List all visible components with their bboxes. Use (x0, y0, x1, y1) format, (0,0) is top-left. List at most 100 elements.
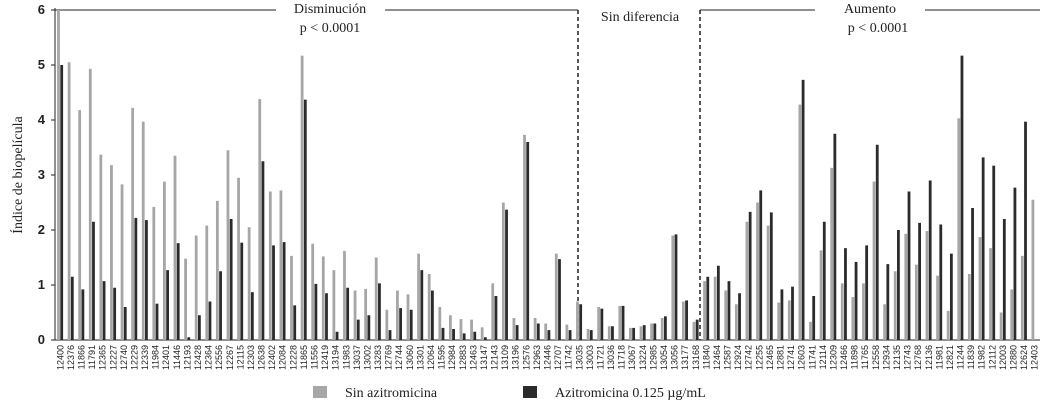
bar (110, 165, 113, 340)
bar (152, 206, 156, 340)
bar (748, 211, 752, 340)
bar (229, 219, 233, 340)
x-tick-label: 12402 (267, 345, 277, 370)
bar (713, 276, 717, 340)
x-tick-label: 13109 (500, 345, 510, 370)
bar (886, 264, 890, 340)
x-tick-label: 12740 (119, 345, 129, 370)
bar (642, 325, 646, 340)
bar (343, 250, 346, 340)
x-tick-label: 11898 (850, 345, 860, 369)
bar (695, 319, 699, 340)
bar (205, 225, 209, 340)
bar (618, 305, 622, 340)
x-tick-label: 12558 (871, 345, 881, 370)
bar (364, 288, 368, 340)
bar (854, 261, 858, 340)
x-tick-label: 13003 (585, 345, 595, 370)
bar (417, 253, 421, 340)
bar (907, 191, 911, 340)
bar (448, 315, 452, 340)
x-tick-label: 12881 (776, 345, 786, 370)
bar (639, 326, 643, 340)
x-tick-label: 13067 (627, 345, 637, 370)
bar (293, 305, 297, 340)
bar (787, 300, 791, 340)
bar (949, 253, 953, 340)
bar (473, 331, 477, 340)
x-tick-label: 13037 (352, 345, 362, 370)
bar (272, 245, 275, 340)
bar (724, 290, 728, 340)
x-tick-label: 12624 (1019, 345, 1029, 370)
bar (409, 309, 413, 340)
x-tick-label: 12303 (246, 345, 256, 370)
bar (830, 167, 834, 340)
x-tick-label: 13224 (638, 345, 648, 370)
x-tick-label: 12603 (797, 345, 807, 370)
bar (671, 235, 675, 340)
bar (523, 134, 526, 340)
x-tick-label: 12638 (257, 345, 267, 370)
bar (1010, 289, 1014, 340)
bar (399, 308, 403, 340)
x-tick-label: 12227 (108, 345, 118, 370)
bar (914, 264, 918, 340)
bar (989, 248, 992, 340)
x-tick-label: 12135 (892, 345, 902, 370)
x-tick-label: 12821 (945, 345, 955, 370)
x-tick-label: 11839 (966, 345, 976, 369)
bar (462, 333, 466, 340)
x-tick-label: 12428 (193, 345, 203, 370)
bar (491, 283, 495, 340)
x-tick-label: 12963 (532, 345, 542, 370)
bar (120, 184, 124, 340)
bar (822, 221, 826, 340)
bar (971, 208, 974, 340)
bar (727, 281, 731, 340)
bar (494, 296, 498, 340)
bar (290, 255, 293, 340)
x-tick-label: 12466 (839, 345, 849, 370)
x-tick-label: 12419 (320, 345, 330, 370)
legend-label: Azitromicina 0.125 µg/mL (555, 386, 706, 401)
bar (791, 286, 794, 340)
bar (67, 62, 71, 340)
bar (939, 224, 943, 340)
bar (325, 293, 328, 340)
x-tick-label: 12769 (384, 345, 394, 370)
x-tick-label: 13054 (659, 345, 669, 370)
legend-swatch (313, 386, 327, 398)
bar (946, 310, 950, 340)
x-tick-label: 12934 (881, 345, 891, 370)
bar (131, 107, 135, 341)
bar (812, 296, 816, 340)
bar (862, 283, 865, 340)
bar (918, 222, 921, 340)
bar (650, 323, 654, 340)
bar (967, 274, 971, 340)
bar (356, 319, 360, 340)
bar (113, 287, 117, 340)
bar (247, 227, 251, 340)
bar (88, 68, 92, 340)
x-tick-label: 11791 (87, 345, 97, 369)
x-tick-label: 11984 (151, 345, 161, 369)
annotation: Sin diferencia (601, 10, 680, 25)
x-tick-label: 12401 (161, 345, 171, 370)
x-tick-label: 12114 (818, 345, 828, 369)
bar (840, 283, 844, 340)
x-tick-label: 12115 (235, 345, 245, 369)
bar (897, 230, 900, 340)
bar (452, 329, 455, 340)
bar (1013, 187, 1017, 340)
bar (629, 327, 632, 340)
bar (586, 329, 590, 340)
bar (237, 177, 240, 340)
bar (780, 289, 784, 340)
bar (60, 65, 64, 340)
x-tick-label: 12744 (394, 345, 404, 370)
bar (960, 55, 964, 341)
x-tick-label: 12463 (468, 345, 478, 370)
